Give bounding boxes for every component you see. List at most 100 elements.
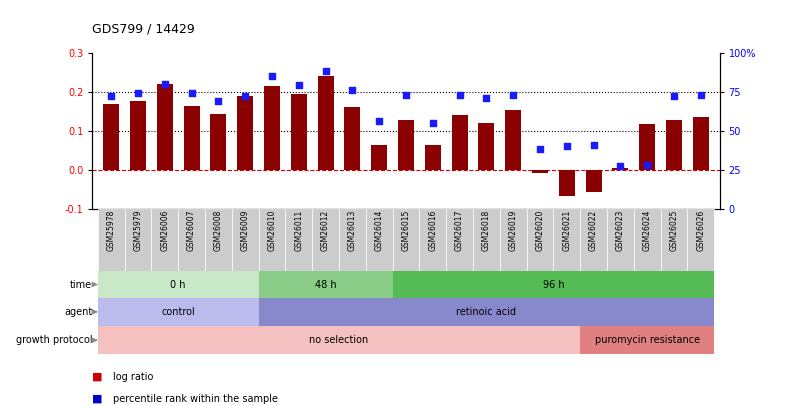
Bar bbox=[263, 86, 279, 170]
Text: GSM26015: GSM26015 bbox=[401, 210, 410, 251]
Text: percentile rank within the sample: percentile rank within the sample bbox=[112, 394, 277, 404]
Text: GDS799 / 14429: GDS799 / 14429 bbox=[92, 22, 195, 35]
Text: GSM26019: GSM26019 bbox=[508, 210, 517, 251]
Bar bbox=[419, 209, 446, 271]
Point bbox=[158, 81, 171, 87]
Bar bbox=[317, 76, 333, 170]
Bar bbox=[312, 209, 339, 271]
Point bbox=[399, 92, 412, 98]
Bar bbox=[183, 106, 199, 170]
Bar bbox=[392, 271, 713, 298]
Point bbox=[104, 93, 117, 100]
Bar bbox=[210, 114, 226, 170]
Point bbox=[560, 143, 573, 149]
Text: GSM26021: GSM26021 bbox=[561, 210, 571, 251]
Bar bbox=[124, 209, 151, 271]
Point bbox=[479, 95, 492, 101]
Point bbox=[265, 73, 278, 79]
Bar bbox=[446, 209, 472, 271]
Text: puromycin resistance: puromycin resistance bbox=[594, 335, 699, 345]
Point bbox=[613, 163, 626, 170]
Bar bbox=[130, 101, 146, 170]
Bar bbox=[339, 209, 365, 271]
Bar bbox=[472, 209, 499, 271]
Text: GSM26020: GSM26020 bbox=[535, 210, 544, 251]
Point bbox=[506, 92, 519, 98]
Bar bbox=[665, 120, 681, 170]
Point bbox=[666, 93, 679, 100]
Bar bbox=[98, 209, 124, 271]
Text: GSM26026: GSM26026 bbox=[695, 210, 704, 251]
Bar bbox=[687, 209, 713, 271]
Bar bbox=[585, 170, 601, 192]
Point bbox=[694, 92, 707, 98]
Text: GSM26014: GSM26014 bbox=[374, 210, 383, 251]
Bar bbox=[638, 124, 654, 170]
Bar bbox=[397, 120, 414, 170]
Bar bbox=[291, 94, 307, 170]
Bar bbox=[157, 84, 173, 170]
Text: no selection: no selection bbox=[309, 335, 369, 345]
Text: 0 h: 0 h bbox=[170, 279, 185, 290]
Text: GSM25978: GSM25978 bbox=[107, 210, 116, 251]
Point bbox=[212, 98, 225, 104]
Bar bbox=[259, 271, 392, 298]
Bar bbox=[424, 145, 440, 170]
Text: GSM26008: GSM26008 bbox=[214, 210, 222, 251]
Text: time: time bbox=[70, 279, 92, 290]
Point bbox=[426, 119, 438, 126]
Text: log ratio: log ratio bbox=[112, 372, 153, 382]
Bar bbox=[633, 209, 660, 271]
Bar bbox=[558, 170, 574, 196]
Text: agent: agent bbox=[64, 307, 92, 317]
Text: GSM26024: GSM26024 bbox=[642, 210, 651, 251]
Text: 48 h: 48 h bbox=[315, 279, 336, 290]
Text: GSM26007: GSM26007 bbox=[187, 210, 196, 252]
Bar bbox=[103, 104, 119, 170]
Text: retinoic acid: retinoic acid bbox=[456, 307, 516, 317]
Bar bbox=[285, 209, 312, 271]
Text: GSM26013: GSM26013 bbox=[348, 210, 357, 251]
Text: GSM26011: GSM26011 bbox=[294, 210, 303, 251]
Text: GSM26017: GSM26017 bbox=[454, 210, 463, 251]
Bar bbox=[344, 107, 360, 170]
Bar bbox=[178, 209, 205, 271]
Bar bbox=[231, 209, 259, 271]
Text: GSM26016: GSM26016 bbox=[428, 210, 437, 251]
Bar bbox=[692, 117, 708, 170]
Bar bbox=[237, 96, 253, 170]
Point bbox=[453, 92, 466, 98]
Bar bbox=[504, 110, 520, 170]
Text: GSM26009: GSM26009 bbox=[240, 210, 250, 252]
Text: GSM25979: GSM25979 bbox=[133, 210, 142, 252]
Bar bbox=[526, 209, 552, 271]
Bar bbox=[98, 271, 259, 298]
Point bbox=[533, 146, 546, 153]
Text: GSM26006: GSM26006 bbox=[160, 210, 169, 252]
Bar bbox=[532, 170, 548, 173]
Bar bbox=[606, 209, 633, 271]
Text: GSM26012: GSM26012 bbox=[320, 210, 330, 251]
Text: GSM26023: GSM26023 bbox=[615, 210, 624, 251]
Text: growth protocol: growth protocol bbox=[15, 335, 92, 345]
Bar bbox=[451, 115, 467, 170]
Bar bbox=[392, 209, 419, 271]
Bar bbox=[552, 209, 580, 271]
Text: GSM26022: GSM26022 bbox=[589, 210, 597, 251]
Text: GSM26018: GSM26018 bbox=[481, 210, 491, 251]
Point bbox=[586, 141, 599, 148]
Point bbox=[345, 87, 358, 93]
Text: ■: ■ bbox=[92, 394, 103, 404]
Bar bbox=[151, 209, 178, 271]
Bar bbox=[259, 298, 713, 326]
Bar bbox=[98, 326, 580, 354]
Text: ■: ■ bbox=[92, 372, 103, 382]
Bar bbox=[259, 209, 285, 271]
Bar bbox=[660, 209, 687, 271]
Point bbox=[319, 68, 332, 75]
Point bbox=[373, 118, 385, 124]
Point bbox=[238, 93, 251, 100]
Text: 96 h: 96 h bbox=[542, 279, 564, 290]
Point bbox=[132, 90, 145, 96]
Bar bbox=[365, 209, 392, 271]
